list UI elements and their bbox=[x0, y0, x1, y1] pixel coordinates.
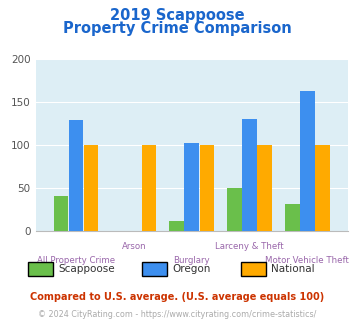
Text: All Property Crime: All Property Crime bbox=[37, 256, 115, 265]
Bar bbox=[285, 204, 300, 231]
Text: Property Crime Comparison: Property Crime Comparison bbox=[63, 21, 292, 36]
Bar bbox=[242, 118, 257, 231]
Bar bbox=[257, 145, 272, 231]
Bar bbox=[185, 143, 199, 231]
Text: Burglary: Burglary bbox=[173, 256, 210, 265]
Text: Motor Vehicle Theft: Motor Vehicle Theft bbox=[266, 256, 349, 265]
Bar bbox=[84, 145, 98, 231]
Text: Oregon: Oregon bbox=[172, 264, 211, 274]
Bar bbox=[315, 145, 330, 231]
Text: Larceny & Theft: Larceny & Theft bbox=[215, 242, 284, 251]
Text: 2019 Scappoose: 2019 Scappoose bbox=[110, 8, 245, 23]
Bar bbox=[169, 221, 184, 231]
Bar bbox=[54, 196, 68, 231]
Bar bbox=[69, 120, 83, 231]
Text: Arson: Arson bbox=[121, 242, 146, 251]
Text: National: National bbox=[271, 264, 314, 274]
Bar bbox=[200, 145, 214, 231]
Text: Compared to U.S. average. (U.S. average equals 100): Compared to U.S. average. (U.S. average … bbox=[31, 292, 324, 302]
Bar bbox=[227, 188, 242, 231]
Bar bbox=[142, 145, 156, 231]
Text: © 2024 CityRating.com - https://www.cityrating.com/crime-statistics/: © 2024 CityRating.com - https://www.city… bbox=[38, 310, 317, 319]
Text: Scappoose: Scappoose bbox=[59, 264, 115, 274]
Bar bbox=[300, 91, 315, 231]
